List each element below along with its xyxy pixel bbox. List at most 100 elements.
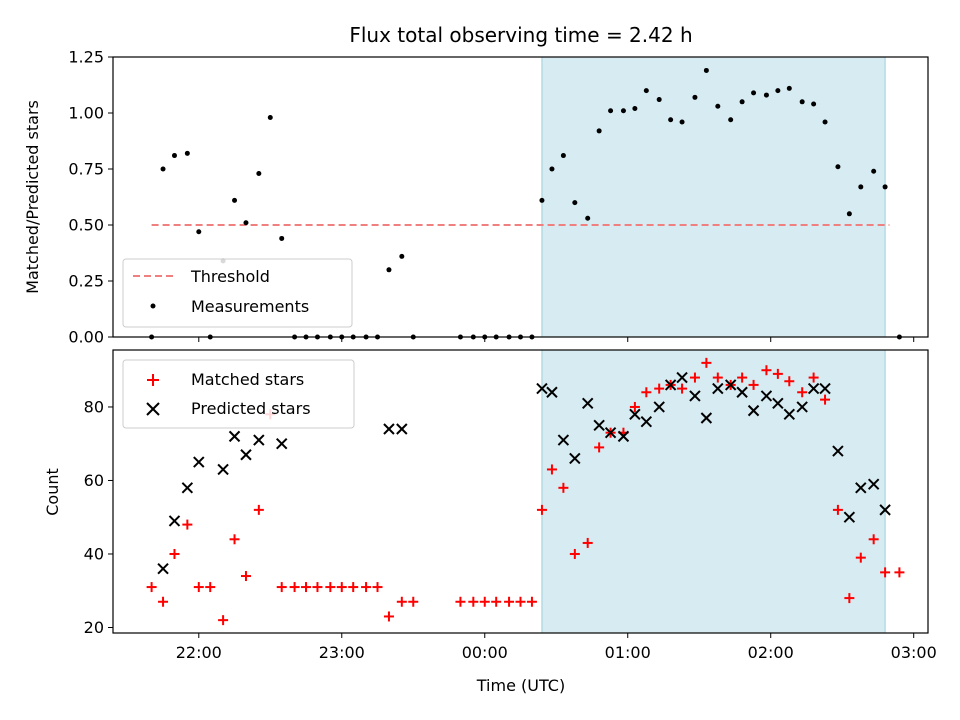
x-tick-label: 23:00: [319, 643, 365, 662]
matched-star-point: [569, 548, 580, 559]
predicted-star-point: [772, 397, 784, 409]
matched-star-point: [396, 596, 407, 607]
top-legend-box: [122, 258, 353, 328]
measurement-point: [882, 184, 888, 190]
matched-star-point: [582, 537, 593, 548]
matched-star-point: [868, 534, 879, 545]
predicted-star-point: [760, 390, 773, 402]
matched-star-point: [372, 582, 383, 593]
matched-star-point: [761, 365, 772, 376]
measurement-point: [786, 85, 792, 91]
predicted-star-point: [807, 382, 820, 395]
matched-star-point: [289, 582, 300, 593]
predicted-star-point: [736, 386, 748, 398]
y-tick-label: 20: [84, 618, 104, 637]
matched-star-point: [844, 593, 855, 604]
top-shaded-region: [541, 56, 886, 338]
predicted-star-point: [593, 419, 605, 432]
matched-star-point: [182, 519, 193, 530]
predicted-star-point: [383, 423, 395, 435]
matched-star-point: [479, 596, 490, 607]
top-panel: 0.00 0.25 0.50 0.75 1.00 1.25 Matched/Predict…: [23, 48, 929, 347]
measurement-point: [549, 166, 555, 172]
matched-star-point: [276, 582, 287, 593]
measurement-point: [267, 114, 273, 120]
legend-measurements-label: Measurements: [191, 297, 309, 316]
matched-star-point: [894, 567, 905, 578]
predicted-star-point: [783, 408, 796, 421]
predicted-star-point: [157, 562, 169, 575]
predicted-star-point: [712, 382, 724, 395]
predicted-star-point: [724, 379, 737, 391]
measurement-point: [715, 103, 721, 109]
matched-star-point: [146, 582, 157, 593]
matched-star-point: [689, 372, 700, 383]
predicted-star-point: [253, 434, 265, 446]
y-tick-label: 0.00: [68, 328, 104, 347]
matched-star-point: [594, 442, 605, 453]
predicted-star-point: [546, 386, 558, 398]
x-tick-label: 01:00: [605, 643, 651, 662]
predicted-star-point: [832, 445, 844, 457]
matched-star-point: [748, 379, 759, 390]
bottom-legend: Matched stars Predicted stars: [122, 359, 355, 429]
top-y-ticks: 0.00 0.25 0.50 0.75 1.00 1.25: [68, 48, 113, 347]
matched-star-point: [253, 504, 264, 515]
predicted-star-point: [855, 482, 867, 494]
predicted-star-point: [747, 404, 760, 417]
measurement-point: [775, 88, 781, 94]
y-tick-label: 0.50: [68, 216, 104, 235]
measurement-point: [386, 267, 392, 273]
matched-star-point: [348, 582, 359, 593]
matched-star-point: [654, 383, 665, 394]
measurement-point: [632, 106, 638, 112]
measurement-point: [668, 117, 674, 123]
matched-star-point: [737, 372, 748, 383]
matched-star-point: [301, 582, 312, 593]
predicted-star-point: [276, 438, 288, 450]
measurement-point: [256, 170, 262, 176]
measurement-point: [620, 108, 626, 114]
matched-star-point: [855, 552, 866, 563]
bottom-x-ticks: 22:00 23:00 00:00 01:00 02:00 03:00: [176, 633, 937, 662]
measurement-point: [596, 128, 602, 134]
matched-star-point: [546, 464, 557, 475]
predicted-star-point: [193, 456, 205, 468]
measurement-point: [739, 99, 745, 105]
matched-star-point: [558, 482, 569, 493]
y-tick-label: 0.25: [68, 272, 104, 291]
legend-threshold-label: Threshold: [190, 267, 270, 286]
matched-star-point: [169, 548, 180, 559]
matched-star-point: [468, 596, 479, 607]
predicted-star-point: [689, 390, 701, 402]
bottom-marks: [146, 357, 905, 626]
predicted-star-point: [557, 434, 570, 446]
matched-star-point: [229, 534, 240, 545]
matched-star-point: [312, 582, 323, 593]
measurement-point: [643, 88, 649, 94]
measurement-point: [279, 235, 285, 241]
measurement-point: [799, 99, 805, 105]
matched-star-point: [808, 372, 819, 383]
x-tick-label: 22:00: [176, 643, 222, 662]
matched-star-point: [772, 368, 783, 379]
matched-star-point: [408, 596, 419, 607]
matched-star-point: [240, 571, 251, 582]
matched-star-point: [820, 394, 831, 405]
matched-star-point: [336, 582, 347, 593]
legend-predicted-label: Predicted stars: [191, 399, 311, 418]
predicted-star-point: [653, 401, 665, 413]
matched-star-point: [325, 582, 336, 593]
bottom-y-axis-label: Count: [43, 468, 62, 516]
measurement-point: [585, 215, 591, 221]
bottom-legend-box: [122, 359, 355, 429]
matched-star-point: [784, 376, 795, 387]
predicted-star-point: [581, 397, 594, 409]
measurement-point: [703, 67, 709, 73]
measurement-point: [572, 200, 578, 206]
predicted-star-point: [676, 371, 688, 384]
predicted-star-point: [796, 401, 808, 413]
legend-matched-swatch: [147, 374, 159, 386]
matched-star-point: [526, 596, 537, 607]
predicted-star-point: [181, 482, 194, 494]
